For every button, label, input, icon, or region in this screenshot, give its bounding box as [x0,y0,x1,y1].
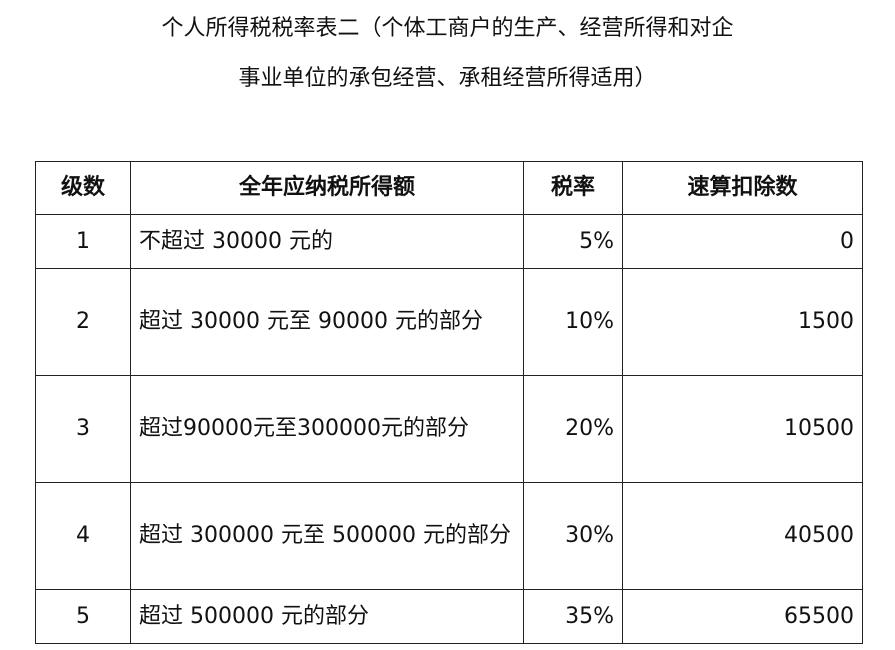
level-cell: 2 [35,268,131,376]
table-row: 3 超过90000元至300000元的部分 20% 10500 [35,375,863,483]
range-cell: 超过 30000 元至 90000 元的部分 [130,268,524,376]
header-taxable-income: 全年应纳税所得额 [130,161,524,215]
level-cell: 3 [35,375,131,483]
tax-rate-table: 级数 全年应纳税所得额 税率 速算扣除数 1 不超过 30000 元的 5% 0… [35,161,863,644]
level-cell: 4 [35,482,131,590]
deduction-cell: 65500 [622,589,863,644]
level-cell: 5 [35,589,131,644]
rate-cell: 20% [523,375,623,483]
range-cell: 不超过 30000 元的 [130,214,524,269]
deduction-cell: 1500 [622,268,863,376]
rate-cell: 35% [523,589,623,644]
header-level: 级数 [35,161,131,215]
range-cell: 超过90000元至300000元的部分 [130,375,524,483]
deduction-cell: 10500 [622,375,863,483]
level-cell: 1 [35,214,131,269]
rate-cell: 5% [523,214,623,269]
rate-cell: 30% [523,482,623,590]
table-header-row: 级数 全年应纳税所得额 税率 速算扣除数 [35,161,863,215]
rate-cell: 10% [523,268,623,376]
deduction-cell: 40500 [622,482,863,590]
deduction-cell: 0 [622,214,863,269]
range-cell: 超过 300000 元至 500000 元的部分 [130,482,524,590]
header-tax-rate: 税率 [523,161,623,215]
header-quick-deduction: 速算扣除数 [622,161,863,215]
table-row: 2 超过 30000 元至 90000 元的部分 10% 1500 [35,268,863,376]
table-row: 4 超过 300000 元至 500000 元的部分 30% 40500 [35,482,863,590]
table-row: 1 不超过 30000 元的 5% 0 [35,214,863,269]
document-title-line-1: 个人所得税税率表二（个体工商户的生产、经营所得和对企 [161,16,734,41]
table-row: 5 超过 500000 元的部分 35% 65500 [35,589,863,644]
document-title-line-2: 事业单位的承包经营、承租经营所得适用） [238,66,657,91]
range-cell: 超过 500000 元的部分 [130,589,524,644]
